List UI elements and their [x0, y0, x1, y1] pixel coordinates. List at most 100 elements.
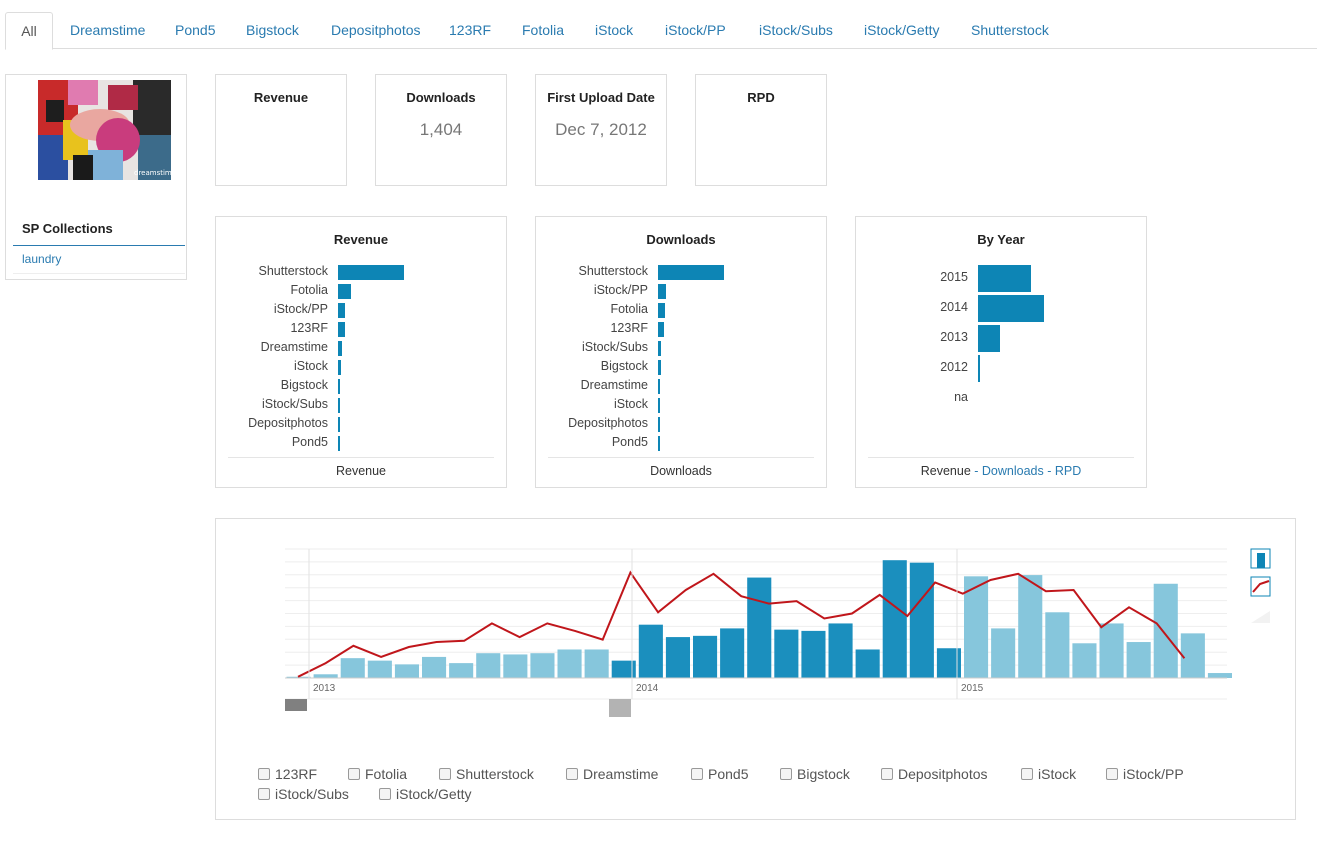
legend-checkbox-pond5[interactable]: Pond5	[691, 766, 748, 782]
month-bar[interactable]	[611, 660, 636, 678]
month-bar[interactable]	[747, 577, 772, 678]
range-handle-right[interactable]	[609, 699, 631, 717]
tab-bigstock[interactable]: Bigstock	[246, 22, 299, 38]
month-bar[interactable]	[340, 658, 365, 678]
tab-fotolia[interactable]: Fotolia	[522, 22, 565, 38]
bar[interactable]	[658, 321, 664, 337]
legend-checkbox-fotolia[interactable]: Fotolia	[348, 766, 407, 782]
month-bar[interactable]	[530, 653, 555, 678]
month-bar[interactable]	[1072, 643, 1097, 678]
bar[interactable]	[338, 340, 342, 356]
month-bar[interactable]	[801, 630, 826, 678]
bar[interactable]	[338, 321, 345, 337]
month-bar[interactable]	[503, 654, 528, 678]
bar[interactable]	[658, 359, 661, 375]
bar[interactable]	[658, 378, 660, 394]
checkbox[interactable]	[881, 768, 893, 780]
month-bar[interactable]	[367, 660, 392, 678]
month-bar[interactable]	[1207, 673, 1232, 678]
bar[interactable]	[658, 264, 724, 280]
month-bar[interactable]	[1180, 633, 1205, 678]
bar[interactable]	[978, 324, 1001, 352]
legend-checkbox-123rf[interactable]: 123RF	[258, 766, 317, 782]
tab-istock-pp[interactable]: iStock/PP	[665, 22, 726, 38]
month-bar[interactable]	[557, 649, 582, 678]
tab-dreamstime[interactable]: Dreamstime	[70, 22, 146, 38]
bar[interactable]	[338, 302, 346, 318]
legend-checkbox-dreamstime[interactable]: Dreamstime	[566, 766, 658, 782]
month-bar[interactable]	[584, 649, 609, 678]
month-bar[interactable]	[964, 576, 989, 678]
month-bar[interactable]	[665, 637, 690, 678]
month-bar[interactable]	[909, 562, 934, 678]
bar[interactable]	[658, 435, 660, 451]
bar[interactable]	[338, 283, 351, 299]
bar[interactable]	[338, 397, 340, 413]
month-bar[interactable]	[422, 656, 447, 678]
bar[interactable]	[658, 340, 662, 356]
month-bar[interactable]	[774, 629, 799, 678]
checkbox[interactable]	[566, 768, 578, 780]
month-bar[interactable]	[855, 649, 880, 678]
bar[interactable]	[658, 302, 666, 318]
tab-istock[interactable]: iStock	[595, 22, 634, 38]
month-bar[interactable]	[1018, 575, 1043, 678]
bar[interactable]	[338, 359, 342, 375]
checkbox[interactable]	[1021, 768, 1033, 780]
checkbox[interactable]	[258, 768, 270, 780]
range-handle-left[interactable]	[285, 699, 307, 711]
month-bar[interactable]	[1126, 642, 1151, 678]
month-bar[interactable]	[1099, 623, 1124, 678]
tab-istock-getty[interactable]: iStock/Getty	[864, 22, 940, 38]
metric-rpd-link[interactable]: RPD	[1054, 464, 1082, 478]
bar[interactable]	[338, 378, 340, 394]
bar[interactable]	[978, 264, 1031, 292]
legend-checkbox-shutterstock[interactable]: Shutterstock	[439, 766, 534, 782]
bar[interactable]	[338, 416, 340, 432]
month-bar[interactable]	[313, 674, 338, 678]
bar[interactable]	[658, 283, 666, 299]
legend-checkbox-bigstock[interactable]: Bigstock	[780, 766, 850, 782]
tab-shutterstock[interactable]: Shutterstock	[971, 22, 1049, 38]
month-bar[interactable]	[638, 624, 663, 678]
tab-depositphotos[interactable]: Depositphotos	[331, 22, 421, 38]
month-bar[interactable]	[1153, 583, 1178, 678]
tab-123rf[interactable]: 123RF	[449, 22, 492, 38]
legend-checkbox-depositphotos[interactable]: Depositphotos	[881, 766, 988, 782]
month-bar[interactable]	[720, 628, 745, 678]
month-bar[interactable]	[991, 628, 1016, 678]
checkbox[interactable]	[348, 768, 360, 780]
month-bar[interactable]	[693, 635, 718, 678]
month-bar[interactable]	[476, 653, 501, 678]
legend-checkbox-istock-pp[interactable]: iStock/PP	[1106, 766, 1184, 782]
checkbox[interactable]	[691, 768, 703, 780]
bar[interactable]	[978, 294, 1044, 322]
bar[interactable]	[338, 264, 404, 280]
legend-checkbox-istock[interactable]: iStock	[1021, 766, 1076, 782]
checkbox[interactable]	[1106, 768, 1118, 780]
month-bar[interactable]	[449, 663, 474, 678]
area-mode-icon[interactable]	[1251, 611, 1270, 623]
month-bar[interactable]	[828, 623, 853, 678]
tab-istock-subs[interactable]: iStock/Subs	[759, 22, 833, 38]
checkbox[interactable]	[780, 768, 792, 780]
month-bar[interactable]	[1045, 612, 1070, 678]
legend-checkbox-istock-getty[interactable]: iStock/Getty	[379, 786, 471, 802]
line-mode-icon[interactable]	[1250, 576, 1271, 597]
metric-revenue-option[interactable]: Revenue	[920, 464, 971, 478]
legend-checkbox-istock-subs[interactable]: iStock/Subs	[258, 786, 349, 802]
bar[interactable]	[658, 397, 660, 413]
metric-downloads-link[interactable]: Downloads	[981, 464, 1044, 478]
month-bar[interactable]	[394, 664, 419, 678]
bar[interactable]	[338, 435, 340, 451]
bar[interactable]	[658, 416, 660, 432]
checkbox[interactable]	[439, 768, 451, 780]
checkbox[interactable]	[258, 788, 270, 800]
photo-thumbnail[interactable]: dreamstime.com	[38, 80, 171, 180]
bar[interactable]	[978, 354, 980, 382]
tab-pond5[interactable]: Pond5	[175, 22, 216, 38]
collection-link-laundry[interactable]: laundry	[22, 252, 62, 266]
tab-all[interactable]: All	[5, 12, 53, 50]
checkbox[interactable]	[379, 788, 391, 800]
month-bar[interactable]	[882, 560, 907, 678]
